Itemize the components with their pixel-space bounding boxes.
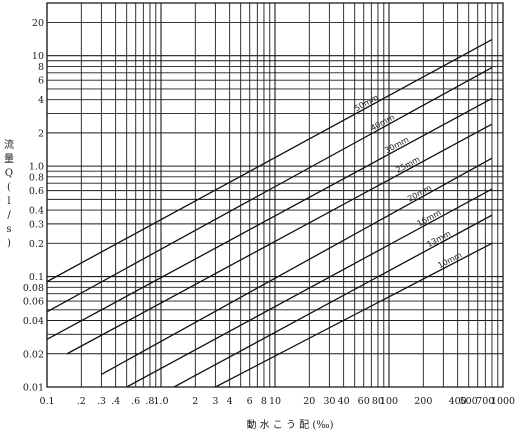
y-axis-title-char: Q — [5, 168, 13, 179]
y-tick-label: 0.04 — [23, 316, 44, 327]
series-line-40mm — [46, 67, 493, 313]
x-tick-label: 6 — [247, 396, 253, 407]
y-tick-label: 2 — [38, 128, 44, 139]
y-tick-labels: 0.01 0.02 0.04 0.06 0.080.1 0.2 0.3 0.4 0.6 0.81.… — [23, 18, 44, 394]
y-tick-label: 0.2 — [29, 239, 44, 250]
x-tick-label: 100 — [380, 396, 398, 407]
series-label-10mm: 10mm — [436, 250, 463, 270]
x-tick-label: 60 — [358, 396, 370, 407]
x-tick-label: 20 — [303, 396, 315, 407]
y-tick-label: 0.01 — [23, 383, 44, 394]
x-tick-label: 1.0 — [153, 396, 168, 407]
x-tick-label: .8 — [145, 396, 154, 407]
x-tick-label: 80 — [372, 396, 384, 407]
y-axis-title-char: s — [6, 224, 11, 235]
y-tick-label: 4 — [38, 95, 44, 106]
x-tick-label: 8 — [261, 396, 267, 407]
x-tick-label: 200 — [414, 396, 432, 407]
x-tick-label: 500 — [460, 396, 478, 407]
y-tick-label: 10 — [32, 51, 44, 62]
plot-frame — [46, 2, 504, 388]
y-axis-title-char: ) — [7, 238, 11, 249]
y-axis-title-char: 流 — [4, 138, 14, 151]
x-tick-label: .4 — [111, 396, 120, 407]
y-tick-label: 0.06 — [23, 297, 44, 308]
y-tick-label: 1.0 — [29, 162, 44, 173]
x-tick-label: 3 — [212, 396, 218, 407]
grid — [46, 2, 503, 388]
x-tick-label: 30 — [323, 396, 335, 407]
x-tick-label: 700 — [476, 396, 494, 407]
y-tick-label: 0.4 — [29, 206, 44, 217]
x-tick-label: .6 — [131, 396, 140, 407]
x-tick-label: 0.1 — [39, 396, 54, 407]
series-line-16mm — [126, 188, 493, 388]
x-tick-label: .2 — [77, 396, 86, 407]
y-tick-label: 0.1 — [29, 272, 44, 283]
x-axis-title: 動 水 こ う 配 (‰) — [246, 418, 333, 431]
x-tick-label: 10 — [269, 396, 281, 407]
series-line-13mm — [173, 214, 493, 388]
y-tick-label: 0.8 — [29, 172, 44, 183]
y-axis-title: 流量Q ( l / s) — [4, 138, 14, 249]
y-tick-label: 0.6 — [29, 186, 44, 197]
y-tick-label: 8 — [38, 62, 44, 73]
y-axis-title-char: ( — [7, 182, 11, 193]
series-line-20mm — [101, 157, 493, 375]
y-axis-title-char: / — [7, 210, 11, 221]
series-line-30mm — [46, 97, 493, 340]
x-tick-label: 4 — [227, 396, 233, 407]
x-tick-label: 40 — [338, 396, 350, 407]
y-tick-label: 0.3 — [29, 219, 44, 230]
series-line-10mm — [215, 242, 493, 388]
series-lines — [46, 38, 493, 388]
series-line-25mm — [66, 123, 493, 355]
y-axis-title-char: 量 — [4, 153, 14, 165]
y-tick-label: 0.08 — [23, 283, 44, 294]
x-tick-label: 400 — [449, 396, 467, 407]
y-tick-label: 0.02 — [23, 349, 44, 360]
x-tick-label: .3 — [97, 396, 106, 407]
y-axis-title-char: l — [7, 196, 10, 207]
y-tick-label: 6 — [38, 76, 44, 87]
y-tick-label: 20 — [32, 18, 44, 29]
x-tick-label: 1000 — [491, 396, 515, 407]
series-line-50mm — [46, 38, 493, 283]
x-tick-label: 2 — [192, 396, 198, 407]
